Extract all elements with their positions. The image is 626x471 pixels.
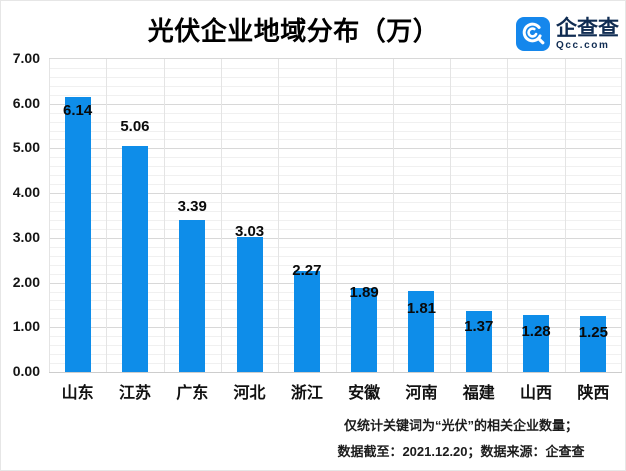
minor-gridline <box>49 94 622 96</box>
footnote: 仅统计关键词为“光伏”的相关企业数量； 数据截至：2021.12.20；数据来源… <box>295 413 625 465</box>
bar <box>523 314 550 372</box>
bar-value-label: 1.28 <box>521 322 551 340</box>
minor-gridline <box>49 130 622 132</box>
x-tick-label: 山东 <box>61 385 94 402</box>
y-tick-label: 3.00 <box>12 228 40 245</box>
qcc-logo-domain: Qcc.com <box>556 39 610 51</box>
major-gridline <box>49 282 622 284</box>
minor-gridline <box>49 291 622 293</box>
major-gridline <box>49 148 622 150</box>
bar <box>351 287 378 372</box>
minor-gridline <box>49 309 622 311</box>
minor-gridline <box>49 76 622 78</box>
vertical-gridline <box>393 59 394 372</box>
y-axis: 0.00 1.00 2.00 3.00 4.00 5.00 6.00 7.00 <box>1 50 43 379</box>
minor-gridline <box>49 67 622 69</box>
bar-value-label: 6.14 <box>63 102 93 120</box>
x-tick-label: 福建 <box>462 385 495 402</box>
major-gridline <box>49 237 622 239</box>
chart-title: 光伏企业地域分布（万） <box>147 16 440 46</box>
minor-gridline <box>49 139 622 141</box>
minor-gridline <box>49 166 622 168</box>
y-tick-label: 0.00 <box>12 363 40 379</box>
vertical-gridline <box>621 59 622 372</box>
bar-value-label: 1.25 <box>578 324 608 342</box>
bar <box>64 97 91 372</box>
minor-gridline <box>49 184 622 186</box>
bar-value-label: 1.89 <box>349 284 379 302</box>
minor-gridline <box>49 157 622 159</box>
y-tick-label: 5.00 <box>12 139 40 156</box>
minor-gridline <box>49 354 622 356</box>
bar-value-label: 2.27 <box>292 262 322 280</box>
minor-gridline <box>49 264 622 266</box>
bar-value-label: 1.81 <box>406 300 437 318</box>
bar <box>465 310 492 372</box>
qcc-logo-text: 企查查 Qcc.com <box>556 18 619 51</box>
bar <box>293 270 320 372</box>
major-gridline <box>49 327 622 329</box>
x-tick-label: 广东 <box>176 385 209 402</box>
bar <box>179 220 206 372</box>
bar-value-label: 1.37 <box>464 317 494 335</box>
minor-gridline <box>49 228 622 230</box>
major-gridline <box>49 193 622 195</box>
minor-gridline <box>49 121 622 123</box>
x-tick-label: 山西 <box>520 385 553 402</box>
vertical-gridline <box>565 59 566 372</box>
bar-value-label: 5.06 <box>120 117 150 135</box>
minor-gridline <box>49 273 622 275</box>
minor-gridline <box>49 255 622 257</box>
bar <box>121 145 148 372</box>
vertical-gridline <box>49 59 50 372</box>
minor-gridline <box>49 85 622 87</box>
x-tick-label: 安徽 <box>348 385 381 402</box>
minor-gridline <box>49 300 622 302</box>
minor-gridline <box>49 363 622 365</box>
vertical-gridline <box>221 59 222 372</box>
qcc-logo: 企查查 Qcc.com <box>515 16 619 52</box>
minor-gridline <box>49 336 622 338</box>
vertical-gridline <box>336 59 337 372</box>
bar <box>236 236 263 372</box>
minor-gridline <box>49 175 622 177</box>
y-tick-label: 7.00 <box>12 50 40 66</box>
vertical-gridline <box>507 59 508 372</box>
minor-gridline <box>49 211 622 213</box>
minor-gridline <box>49 202 622 204</box>
footnote-line2: 数据截至：2021.12.20；数据来源：企查查 <box>337 444 585 459</box>
minor-gridline <box>49 246 622 248</box>
bar-value-label: 3.03 <box>234 222 265 240</box>
minor-gridline <box>49 345 622 347</box>
y-tick-label: 4.00 <box>12 184 40 201</box>
x-tick-label: 河北 <box>233 385 266 402</box>
x-tick-label: 河南 <box>405 385 438 402</box>
x-tick-label: 陕西 <box>577 385 610 402</box>
bar <box>408 291 435 372</box>
vertical-gridline <box>164 59 165 372</box>
major-gridline <box>49 103 622 105</box>
qcc-logo-name: 企查查 <box>556 16 619 40</box>
minor-gridline <box>49 318 622 320</box>
y-tick-label: 2.00 <box>12 273 40 290</box>
vertical-gridline <box>450 59 451 372</box>
minor-gridline <box>49 219 622 221</box>
vertical-gridline <box>278 59 279 372</box>
x-tick-label: 浙江 <box>290 385 323 402</box>
x-axis: 山东 江苏 广东 河北 浙江 安徽 河南 福建 山西 陕西 <box>49 382 622 404</box>
y-tick-label: 1.00 <box>12 318 40 335</box>
qcc-magnifier-icon <box>516 17 550 51</box>
footnote-line1: 仅统计关键词为“光伏”的相关企业数量； <box>343 418 578 433</box>
plot-area: 6.14 5.06 3.39 3.03 2.27 1.89 1.81 1.37 1.28 1.25 <box>49 58 622 373</box>
vertical-gridline <box>106 59 107 372</box>
y-tick-label: 6.00 <box>12 94 40 111</box>
minor-gridline <box>49 112 622 114</box>
bar-value-label: 3.39 <box>177 198 207 216</box>
x-tick-label: 江苏 <box>118 385 151 402</box>
bar <box>580 316 607 372</box>
